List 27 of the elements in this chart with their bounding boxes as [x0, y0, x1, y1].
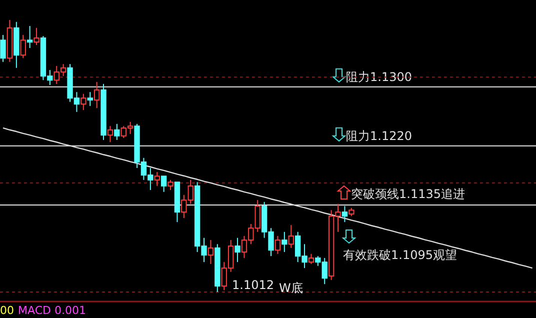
candlestick [288, 224, 294, 248]
annotation: 有效跌破1.1095观望 [343, 248, 457, 262]
annotation: 1.1012 [232, 278, 274, 292]
candlestick [308, 253, 314, 264]
candlestick [234, 237, 240, 263]
candlestick [114, 123, 120, 140]
candlestick [282, 231, 288, 253]
candlestick [20, 34, 26, 59]
candlestick [80, 93, 86, 111]
text: 00 [0, 304, 14, 317]
ref-line-label: 阻力1.1300 [346, 70, 412, 84]
candlestick [94, 82, 100, 109]
annotation: W底 [279, 281, 303, 295]
candlestick [0, 34, 6, 62]
ref-line-label: 突破颈线1.1135追进 [351, 186, 465, 201]
candlestick [154, 172, 160, 186]
ref-line-label: 阻力1.1220 [346, 128, 412, 143]
candlestick [34, 27, 40, 46]
candlestick [160, 176, 167, 192]
candlestick [208, 240, 214, 264]
candlestick [87, 92, 93, 106]
candlestick [107, 126, 114, 143]
candlestick [26, 25, 33, 49]
candlestick [274, 235, 281, 254]
candlestick [168, 179, 174, 190]
text: MACD 0.001 [18, 304, 86, 317]
candlestick [342, 206, 348, 223]
